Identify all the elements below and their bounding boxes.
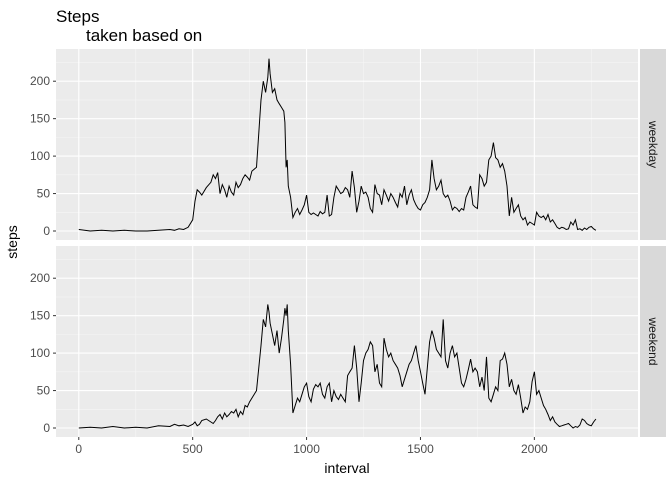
panel-weekend: 0 50 100 150 200 weekend [30, 246, 666, 437]
y-tick-label: 150 [30, 112, 50, 126]
panel-background [56, 246, 638, 437]
chart-subtitle: taken based on [86, 26, 202, 45]
y-tick-label: 0 [43, 224, 50, 238]
x-tick-label: 1500 [407, 442, 434, 456]
chart-title: Steps [56, 7, 99, 26]
y-tick-label: 100 [30, 149, 50, 163]
x-tick-label: 1000 [293, 442, 320, 456]
y-tick-label: 50 [37, 187, 51, 201]
panel-background [56, 49, 638, 240]
y-tick-label: 200 [30, 74, 50, 88]
y-tick-label: 150 [30, 309, 50, 323]
panel-weekday: 0 50 100 150 200 weekday [30, 49, 666, 240]
x-tick-label: 0 [75, 442, 82, 456]
y-axis-title: steps [4, 225, 20, 258]
x-axis-title: interval [324, 460, 369, 476]
x-tick-label: 2000 [521, 442, 548, 456]
y-tick-label: 50 [37, 384, 51, 398]
y-tick-label: 100 [30, 346, 50, 360]
facet-label-weekday: weekday [646, 120, 660, 168]
y-tick-label: 0 [43, 421, 50, 435]
x-tick-label: 500 [183, 442, 203, 456]
y-tick-label: 200 [30, 271, 50, 285]
facet-label-weekend: weekend [646, 316, 660, 365]
